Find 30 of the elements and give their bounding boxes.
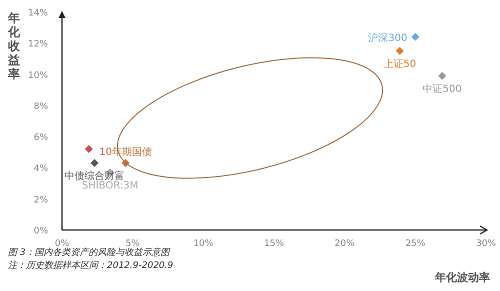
y-tick-label: 6% (34, 133, 48, 144)
y-tick-label: 10% (28, 70, 48, 81)
x-tick-label: 20% (334, 239, 356, 249)
y-tick-label: 8% (34, 102, 48, 112)
y-axis-title: 年化收益率 (7, 11, 21, 81)
series-label: 上证50 (383, 58, 416, 70)
series-label: SHIBOR:3M (82, 180, 138, 192)
x-tick-label: 0% (54, 239, 70, 249)
point (84, 145, 93, 154)
x-tick-label: 30% (476, 239, 496, 249)
point (122, 159, 130, 168)
series-label: 中证500 (422, 82, 462, 95)
x-tick-label: 25% (405, 239, 426, 249)
point (396, 46, 404, 55)
series-label: 沪深300 (368, 32, 408, 44)
x-tick-label: 10% (193, 239, 214, 249)
point (411, 32, 420, 41)
x-tick-label: 5% (126, 239, 140, 249)
caption: 图 3：国内各类资产的风险与收益示意图 (8, 247, 171, 258)
point (90, 159, 99, 168)
y-tick-label: 2% (34, 195, 48, 206)
point (438, 72, 446, 80)
y-tick-label: 0% (34, 226, 48, 236)
y-tick-label: 4% (34, 164, 48, 174)
y-tick-label: 14% (28, 8, 48, 18)
x-axis-title: 年化波动率 (434, 271, 490, 284)
x-tick-label: 15% (264, 239, 284, 249)
text: 注：历史数据样本区间：2012.9-2020.9 (8, 260, 174, 271)
y-tick-label: 12% (28, 40, 48, 50)
series-label: 中债综合财富 (64, 170, 125, 182)
